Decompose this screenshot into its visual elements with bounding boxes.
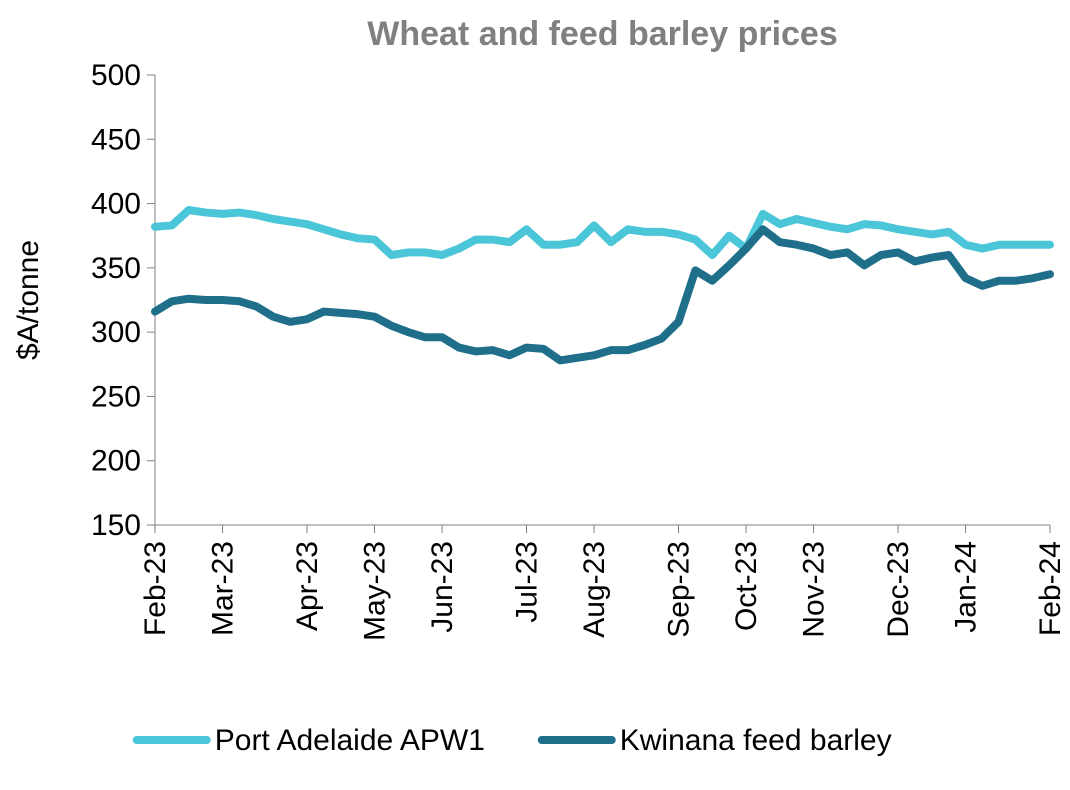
- series-line-port-adelaide: [155, 210, 1050, 255]
- x-tick-label: Jan-24: [950, 541, 983, 633]
- x-tick-label: Mar-23: [207, 541, 240, 636]
- y-tick-label: 300: [91, 316, 141, 349]
- y-tick-label: 400: [91, 188, 141, 221]
- x-tick-label: Feb-24: [1034, 541, 1067, 636]
- y-tick-label: 250: [91, 380, 141, 413]
- x-tick-label: Nov-23: [798, 541, 831, 638]
- x-tick-label: Jul-23: [511, 541, 544, 623]
- x-tick-label: Jun-23: [426, 541, 459, 633]
- x-tick-label: Dec-23: [882, 541, 915, 638]
- legend-label: Kwinana feed barley: [620, 724, 892, 757]
- x-tick-label: Aug-23: [578, 541, 611, 638]
- y-tick-label: 350: [91, 252, 141, 285]
- x-tick-label: Oct-23: [730, 541, 763, 631]
- x-tick-label: Sep-23: [662, 541, 695, 638]
- y-axis-label: $A/tonne: [12, 240, 45, 360]
- x-tick-label: May-23: [359, 541, 392, 641]
- chart-title: Wheat and feed barley prices: [367, 15, 838, 53]
- y-tick-label: 200: [91, 445, 141, 478]
- y-tick-label: 450: [91, 123, 141, 156]
- legend-label: Port Adelaide APW1: [215, 724, 485, 757]
- x-tick-label: Feb-23: [139, 541, 172, 636]
- y-tick-label: 150: [91, 509, 141, 542]
- series-line-kwinana: [155, 229, 1050, 360]
- y-tick-label: 500: [91, 59, 141, 92]
- chart-container: Wheat and feed barley prices 150 200 250 300…: [0, 0, 1070, 790]
- line-chart: Wheat and feed barley prices 150 200 250 300…: [0, 0, 1070, 790]
- x-tick-label: Apr-23: [291, 541, 324, 631]
